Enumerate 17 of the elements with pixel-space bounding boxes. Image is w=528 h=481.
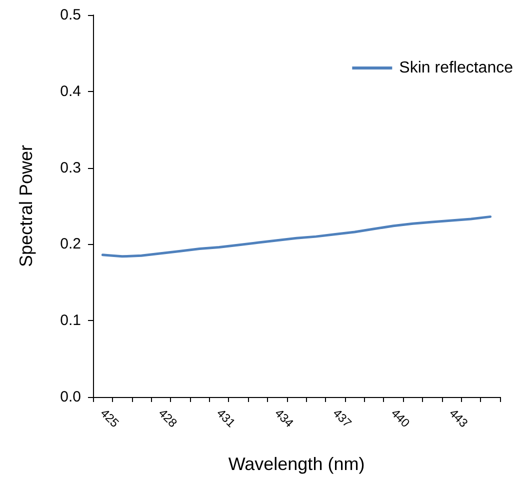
y-tick-label: 0.1 — [60, 312, 81, 330]
x-tick-label: 428 — [156, 406, 180, 430]
y-tick-label: 0.4 — [60, 82, 81, 100]
x-tick-label: 434 — [272, 406, 296, 430]
line-series — [101, 215, 492, 258]
y-tick-label: 0.2 — [60, 236, 81, 253]
x-tick-label: 437 — [330, 406, 355, 430]
x-tick-label: 425 — [98, 406, 122, 430]
x-tick-label: 431 — [214, 406, 238, 430]
x-axis-title: Wavelength (nm) — [228, 454, 365, 474]
y-tick-label: 0.3 — [60, 159, 81, 176]
y-tick-label: 0.0 — [60, 388, 81, 406]
x-tick-label: 443 — [446, 406, 471, 430]
legend-label: Skin reflectance — [399, 60, 514, 76]
y-axis-title: Spectral Power — [16, 144, 36, 268]
x-tick-label: 440 — [388, 406, 413, 430]
y-tick-label: 0.5 — [60, 6, 81, 24]
